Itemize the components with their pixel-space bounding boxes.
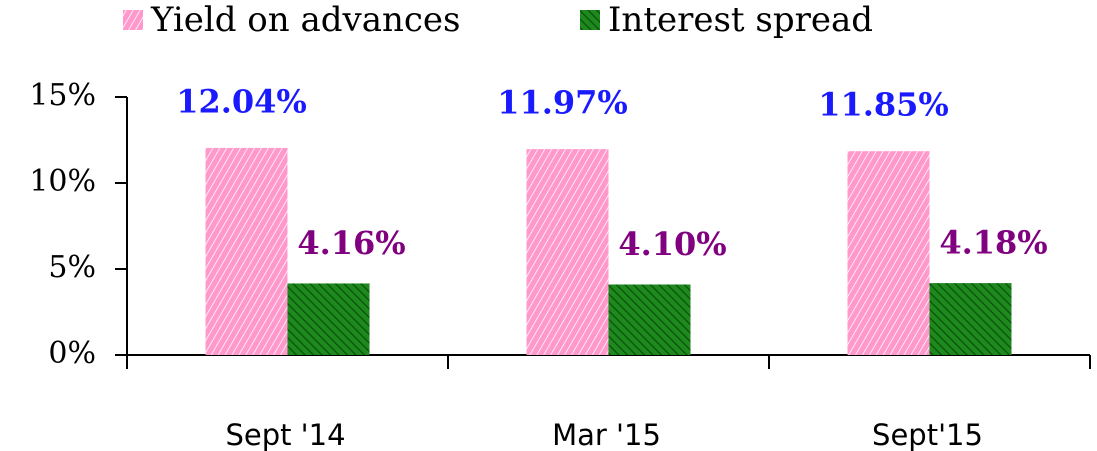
bar xyxy=(287,283,370,355)
x-tick-label: Sept'15 xyxy=(872,418,983,451)
value-label: 11.85% xyxy=(818,86,949,124)
legend-label: Yield on advances xyxy=(150,0,461,40)
y-tick-label: 10% xyxy=(29,164,96,199)
legend-label: Interest spread xyxy=(608,0,873,40)
bar xyxy=(847,151,930,355)
y-tick-label: 5% xyxy=(48,250,96,285)
bar xyxy=(526,149,609,355)
value-label: 4.10% xyxy=(618,225,726,263)
value-label: 4.16% xyxy=(297,224,405,262)
bar xyxy=(205,147,288,355)
x-tick-label: Mar '15 xyxy=(552,418,661,451)
bar xyxy=(608,284,691,355)
y-tick-label: 0% xyxy=(48,336,96,371)
x-tick-label: Sept '14 xyxy=(225,418,345,451)
y-tick-label: 15% xyxy=(29,78,96,113)
legend-swatch xyxy=(123,10,143,30)
value-label: 4.18% xyxy=(939,224,1047,262)
value-label: 11.97% xyxy=(497,84,628,122)
bar xyxy=(929,283,1012,355)
value-label: 12.04% xyxy=(176,82,307,120)
legend-swatch xyxy=(580,10,600,30)
